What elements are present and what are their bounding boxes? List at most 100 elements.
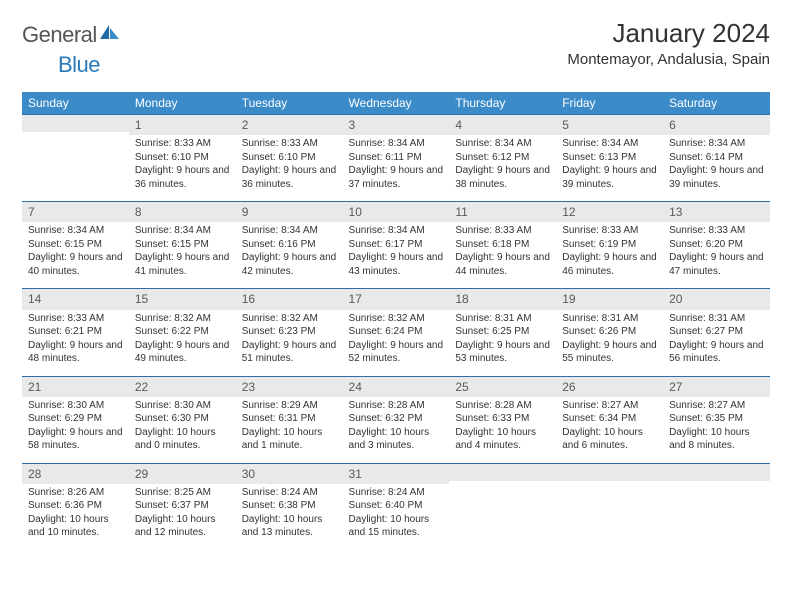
sunset-text: Sunset: 6:33 PM [455, 412, 550, 426]
day-body: Sunrise: 8:34 AMSunset: 6:11 PMDaylight:… [343, 135, 450, 201]
day-body: Sunrise: 8:33 AMSunset: 6:10 PMDaylight:… [129, 135, 236, 201]
weekday-header: Friday [556, 92, 663, 114]
sunrise-text: Sunrise: 8:25 AM [135, 486, 230, 500]
daylight-text: Daylight: 9 hours and 43 minutes. [349, 251, 444, 278]
day-body: Sunrise: 8:34 AMSunset: 6:13 PMDaylight:… [556, 135, 663, 201]
calendar-cell: 31Sunrise: 8:24 AMSunset: 6:40 PMDayligh… [343, 463, 450, 550]
calendar-cell: 11Sunrise: 8:33 AMSunset: 6:18 PMDayligh… [449, 201, 556, 288]
day-number: 20 [663, 288, 770, 309]
weekday-header: Monday [129, 92, 236, 114]
sunrise-text: Sunrise: 8:32 AM [135, 312, 230, 326]
sunrise-text: Sunrise: 8:34 AM [349, 137, 444, 151]
calendar-cell: 23Sunrise: 8:29 AMSunset: 6:31 PMDayligh… [236, 376, 343, 463]
calendar-cell: 15Sunrise: 8:32 AMSunset: 6:22 PMDayligh… [129, 288, 236, 375]
day-body: Sunrise: 8:28 AMSunset: 6:32 PMDaylight:… [343, 397, 450, 463]
day-body: Sunrise: 8:29 AMSunset: 6:31 PMDaylight:… [236, 397, 343, 463]
weekday-header: Tuesday [236, 92, 343, 114]
daylight-text: Daylight: 10 hours and 3 minutes. [349, 426, 444, 453]
sunrise-text: Sunrise: 8:34 AM [242, 224, 337, 238]
sunset-text: Sunset: 6:36 PM [28, 499, 123, 513]
daylight-text: Daylight: 9 hours and 51 minutes. [242, 339, 337, 366]
daylight-text: Daylight: 9 hours and 39 minutes. [669, 164, 764, 191]
daylight-text: Daylight: 9 hours and 44 minutes. [455, 251, 550, 278]
day-number: 30 [236, 463, 343, 484]
sunset-text: Sunset: 6:31 PM [242, 412, 337, 426]
day-number: 31 [343, 463, 450, 484]
weekday-header: Saturday [663, 92, 770, 114]
logo-text-1: General [22, 22, 97, 48]
sunset-text: Sunset: 6:10 PM [242, 151, 337, 165]
calendar-cell: 3Sunrise: 8:34 AMSunset: 6:11 PMDaylight… [343, 114, 450, 201]
sunrise-text: Sunrise: 8:31 AM [562, 312, 657, 326]
daylight-text: Daylight: 10 hours and 8 minutes. [669, 426, 764, 453]
calendar-week-row: 21Sunrise: 8:30 AMSunset: 6:29 PMDayligh… [22, 376, 770, 463]
sunrise-text: Sunrise: 8:28 AM [455, 399, 550, 413]
day-body: Sunrise: 8:28 AMSunset: 6:33 PMDaylight:… [449, 397, 556, 463]
day-number-empty [663, 463, 770, 481]
day-body: Sunrise: 8:32 AMSunset: 6:24 PMDaylight:… [343, 310, 450, 376]
day-body: Sunrise: 8:33 AMSunset: 6:20 PMDaylight:… [663, 222, 770, 288]
day-body-empty [22, 132, 129, 190]
daylight-text: Daylight: 9 hours and 46 minutes. [562, 251, 657, 278]
calendar-cell: 6Sunrise: 8:34 AMSunset: 6:14 PMDaylight… [663, 114, 770, 201]
weekday-header: Wednesday [343, 92, 450, 114]
daylight-text: Daylight: 9 hours and 37 minutes. [349, 164, 444, 191]
day-body: Sunrise: 8:26 AMSunset: 6:36 PMDaylight:… [22, 484, 129, 550]
sunrise-text: Sunrise: 8:27 AM [562, 399, 657, 413]
daylight-text: Daylight: 9 hours and 36 minutes. [135, 164, 230, 191]
calendar-cell: 24Sunrise: 8:28 AMSunset: 6:32 PMDayligh… [343, 376, 450, 463]
day-body-empty [663, 481, 770, 539]
daylight-text: Daylight: 10 hours and 4 minutes. [455, 426, 550, 453]
day-body: Sunrise: 8:34 AMSunset: 6:15 PMDaylight:… [129, 222, 236, 288]
sunset-text: Sunset: 6:30 PM [135, 412, 230, 426]
calendar-cell: 27Sunrise: 8:27 AMSunset: 6:35 PMDayligh… [663, 376, 770, 463]
calendar-cell [22, 114, 129, 201]
sunset-text: Sunset: 6:19 PM [562, 238, 657, 252]
calendar-cell [449, 463, 556, 550]
day-body: Sunrise: 8:25 AMSunset: 6:37 PMDaylight:… [129, 484, 236, 550]
daylight-text: Daylight: 9 hours and 47 minutes. [669, 251, 764, 278]
day-body: Sunrise: 8:31 AMSunset: 6:26 PMDaylight:… [556, 310, 663, 376]
day-number: 24 [343, 376, 450, 397]
sunrise-text: Sunrise: 8:32 AM [242, 312, 337, 326]
sunset-text: Sunset: 6:12 PM [455, 151, 550, 165]
day-number: 18 [449, 288, 556, 309]
day-number: 13 [663, 201, 770, 222]
sunrise-text: Sunrise: 8:24 AM [242, 486, 337, 500]
sunrise-text: Sunrise: 8:34 AM [349, 224, 444, 238]
calendar-cell: 2Sunrise: 8:33 AMSunset: 6:10 PMDaylight… [236, 114, 343, 201]
day-number: 14 [22, 288, 129, 309]
calendar-cell: 28Sunrise: 8:26 AMSunset: 6:36 PMDayligh… [22, 463, 129, 550]
day-number: 23 [236, 376, 343, 397]
location: Montemayor, Andalusia, Spain [567, 51, 770, 68]
sunrise-text: Sunrise: 8:24 AM [349, 486, 444, 500]
day-number: 1 [129, 114, 236, 135]
calendar-week-row: 7Sunrise: 8:34 AMSunset: 6:15 PMDaylight… [22, 201, 770, 288]
calendar-week-row: 1Sunrise: 8:33 AMSunset: 6:10 PMDaylight… [22, 114, 770, 201]
daylight-text: Daylight: 10 hours and 15 minutes. [349, 513, 444, 540]
day-body: Sunrise: 8:31 AMSunset: 6:25 PMDaylight:… [449, 310, 556, 376]
calendar-cell: 25Sunrise: 8:28 AMSunset: 6:33 PMDayligh… [449, 376, 556, 463]
calendar-cell: 16Sunrise: 8:32 AMSunset: 6:23 PMDayligh… [236, 288, 343, 375]
calendar-cell: 19Sunrise: 8:31 AMSunset: 6:26 PMDayligh… [556, 288, 663, 375]
daylight-text: Daylight: 9 hours and 52 minutes. [349, 339, 444, 366]
day-body: Sunrise: 8:27 AMSunset: 6:34 PMDaylight:… [556, 397, 663, 463]
calendar-cell: 9Sunrise: 8:34 AMSunset: 6:16 PMDaylight… [236, 201, 343, 288]
sunrise-text: Sunrise: 8:33 AM [455, 224, 550, 238]
day-body: Sunrise: 8:32 AMSunset: 6:22 PMDaylight:… [129, 310, 236, 376]
daylight-text: Daylight: 9 hours and 41 minutes. [135, 251, 230, 278]
daylight-text: Daylight: 9 hours and 38 minutes. [455, 164, 550, 191]
day-body: Sunrise: 8:34 AMSunset: 6:14 PMDaylight:… [663, 135, 770, 201]
sunset-text: Sunset: 6:18 PM [455, 238, 550, 252]
day-number-empty [449, 463, 556, 481]
day-number: 27 [663, 376, 770, 397]
calendar-cell [663, 463, 770, 550]
calendar-cell: 4Sunrise: 8:34 AMSunset: 6:12 PMDaylight… [449, 114, 556, 201]
daylight-text: Daylight: 10 hours and 0 minutes. [135, 426, 230, 453]
sunset-text: Sunset: 6:37 PM [135, 499, 230, 513]
day-body: Sunrise: 8:32 AMSunset: 6:23 PMDaylight:… [236, 310, 343, 376]
daylight-text: Daylight: 9 hours and 36 minutes. [242, 164, 337, 191]
daylight-text: Daylight: 9 hours and 49 minutes. [135, 339, 230, 366]
day-body: Sunrise: 8:24 AMSunset: 6:38 PMDaylight:… [236, 484, 343, 550]
daylight-text: Daylight: 9 hours and 53 minutes. [455, 339, 550, 366]
